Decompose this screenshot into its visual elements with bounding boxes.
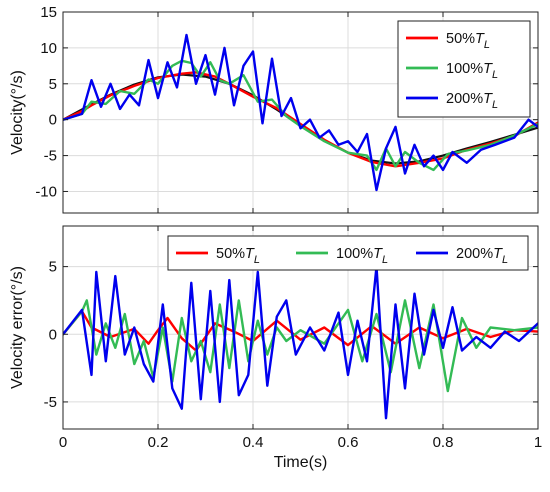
y-tick-label: 5 [49, 76, 57, 93]
series-line-1 [63, 299, 538, 393]
axes-frame [62, 11, 539, 214]
y-tick-label: 0 [49, 326, 57, 343]
series-line-3 [63, 33, 538, 192]
legend: 50%TL 100%TL 200%TL [167, 235, 529, 271]
legend-box [167, 235, 529, 271]
legend-label: 200%TL [456, 246, 508, 266]
x-tick-label: 0.6 [338, 434, 359, 451]
x-tick-label: 0.4 [243, 434, 264, 451]
x-tick-label: 0.8 [433, 434, 454, 451]
legend-label: 50%TL [216, 246, 260, 266]
y-axis-label: Velocity error(°/s) [9, 266, 26, 389]
y-tick-label: 15 [40, 4, 57, 21]
y-tick-label: -5 [44, 394, 57, 411]
axes-frame [62, 225, 539, 430]
x-axis-label: Time(s) [274, 454, 328, 471]
velocity-panel: 15 10 5 0 -5 -10 Velocity(°/s) 50%TL 100%TL 200%T… [9, 4, 539, 214]
x-tick-label: 0 [59, 434, 67, 451]
series-group [63, 33, 538, 192]
y-axis-label: Velocity(°/s) [9, 70, 26, 155]
legend-label: 50%TL [446, 31, 490, 51]
legend-label: 200%TL [446, 91, 498, 111]
x-tick-label: 0.2 [148, 434, 169, 451]
x-tick-label: 1 [534, 434, 542, 451]
legend-label: 100%TL [446, 61, 498, 81]
velocity-error-panel: 5 0 -5 0 0.2 0.4 0.6 0.8 1 Velocity error(°/s) Tim… [9, 225, 542, 471]
legend: 50%TL 100%TL 200%TL [397, 20, 531, 118]
y-tick-label: 5 [49, 259, 57, 276]
y-tick-label: 10 [40, 40, 57, 57]
series-group [63, 265, 538, 420]
y-tick-label: -5 [44, 148, 57, 165]
legend-label: 100%TL [336, 246, 388, 266]
y-tick-label: 0 [49, 112, 57, 129]
series-line-2 [63, 265, 538, 420]
y-tick-label: -10 [35, 183, 57, 200]
